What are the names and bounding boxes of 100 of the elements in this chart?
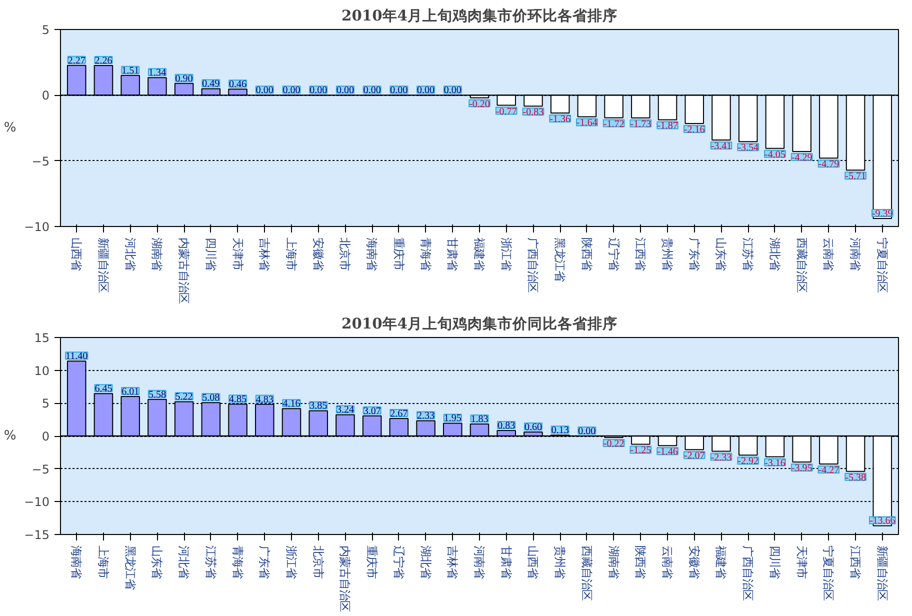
x-tick-label: 陕西省: [634, 546, 648, 578]
data-label: -5.71: [845, 171, 866, 182]
x-tick-label: 安徽省: [687, 546, 702, 578]
data-label: 3.85: [310, 400, 328, 412]
x-tick-label: 辽宁省: [392, 546, 406, 578]
data-label: 3.24: [336, 404, 354, 416]
x-tick-label: 云南省: [660, 546, 675, 578]
data-label: 0.00: [310, 85, 328, 96]
x-tick-label: 重庆市: [365, 546, 380, 578]
y-tick-label: −5: [32, 154, 50, 168]
x-tick-label: 西藏自治区: [580, 546, 594, 600]
x-tick-label: 广东省: [687, 238, 702, 270]
y-tick-label: 15: [34, 331, 50, 345]
data-label: -1.87: [657, 120, 678, 132]
data-label: 0.60: [524, 422, 542, 434]
data-label: 1.83: [470, 414, 488, 425]
data-label: -4.79: [818, 159, 840, 170]
data-label: -9.39: [872, 208, 893, 220]
x-tick-label: 四川省: [204, 238, 218, 270]
data-label: -3.41: [710, 140, 732, 152]
x-tick-label: 山西省: [70, 238, 84, 270]
data-label: -2.16: [684, 124, 705, 136]
x-tick-label: 宁夏自治区: [822, 546, 836, 600]
data-label: 0.00: [578, 426, 596, 437]
data-label: -0.83: [522, 107, 544, 118]
x-tick-label: 海南省: [365, 238, 380, 270]
y-tick-label: −10: [24, 495, 50, 510]
y-axis-title: %: [4, 428, 16, 444]
x-tick-label: 四川省: [768, 546, 782, 578]
data-label: 5.22: [175, 392, 193, 403]
data-label: 0.83: [498, 420, 516, 432]
data-label: -1.73: [630, 118, 652, 130]
x-tick-label: 新疆自治区: [875, 546, 890, 600]
x-tick-label: 江西省: [634, 238, 648, 270]
data-label: 2.27: [68, 55, 86, 66]
data-label: 1.51: [122, 65, 140, 76]
data-label: -1.46: [657, 446, 678, 458]
y-axis-title: %: [4, 120, 16, 136]
x-tick-label: 江苏省: [741, 238, 756, 270]
data-label: -1.25: [630, 445, 652, 456]
x-tick-label: 西藏自治区: [794, 238, 809, 292]
y-tick-label: −15: [24, 528, 50, 542]
x-tick-label: 云南省: [822, 238, 836, 270]
data-label: 1.34: [148, 68, 166, 79]
data-label: -5.38: [845, 472, 866, 484]
data-label: 4.83: [256, 394, 274, 406]
x-tick-label: 内蒙古自治区: [177, 238, 192, 304]
x-tick-label: 浙江省: [499, 238, 514, 270]
data-label: 2.26: [94, 55, 112, 66]
data-label: -4.27: [818, 465, 840, 476]
y-tick-label: −10: [24, 220, 50, 234]
data-label: 5.58: [148, 389, 166, 400]
data-label: 0.00: [256, 85, 274, 96]
x-tick-label: 新疆自治区: [96, 238, 110, 292]
x-tick-label: 河南省: [472, 546, 486, 578]
x-tick-label: 广西自治区: [741, 546, 756, 600]
x-tick-label: 福建省: [714, 546, 728, 578]
y-tick-label: −5: [32, 462, 50, 476]
x-tick-label: 山东省: [714, 238, 728, 270]
data-label: 0.00: [363, 85, 381, 96]
x-tick-label: 甘肃省: [446, 238, 460, 270]
x-tick-label: 贵州省: [553, 546, 568, 578]
x-tick-label: 贵州省: [660, 238, 675, 270]
x-tick-label: 青海省: [418, 238, 433, 270]
x-tick-label: 上海市: [96, 546, 110, 578]
x-tick-label: 海南省: [70, 546, 84, 578]
data-label: 0.00: [417, 85, 435, 96]
data-label: 1.95: [444, 413, 462, 424]
x-tick-label: 广东省: [258, 546, 272, 578]
x-tick-label: 河北省: [123, 238, 138, 270]
x-tick-label: 江苏省: [204, 546, 218, 578]
y-tick-label: 10: [34, 364, 50, 378]
x-tick-label: 福建省: [472, 238, 486, 270]
data-label: 5.08: [202, 392, 220, 404]
y-tick-label: 0: [42, 430, 50, 444]
data-label: 4.85: [229, 394, 247, 406]
data-label: 2.33: [417, 410, 435, 422]
x-tick-label: 河南省: [848, 238, 863, 270]
x-tick-label: 北京市: [338, 238, 352, 270]
data-label: 0.49: [202, 78, 220, 90]
x-tick-label: 广西自治区: [526, 238, 540, 292]
x-tick-label: 江西省: [848, 546, 863, 578]
data-label: 0.46: [229, 79, 247, 90]
data-label: 11.40: [66, 351, 88, 362]
x-tick-label: 黑龙江省: [553, 238, 568, 282]
x-tick-label: 黑龙江省: [123, 546, 138, 590]
data-label: -0.20: [469, 98, 490, 110]
data-label: 2.67: [390, 408, 408, 420]
chart-title: 2010年4月上旬鸡肉集市价环比各省排序: [342, 6, 618, 24]
data-label: -2.92: [738, 456, 759, 468]
data-label: 6.45: [94, 384, 112, 395]
data-label: 0.00: [390, 85, 408, 96]
x-tick-label: 湖南省: [150, 238, 164, 270]
data-label: 0.90: [175, 73, 193, 84]
x-tick-label: 吉林省: [258, 238, 272, 270]
data-label: -0.77: [496, 106, 517, 118]
x-tick-label: 吉林省: [446, 546, 460, 578]
data-label: -3.16: [764, 458, 786, 469]
data-label: -3.54: [738, 142, 759, 154]
data-label: -4.29: [791, 152, 812, 164]
